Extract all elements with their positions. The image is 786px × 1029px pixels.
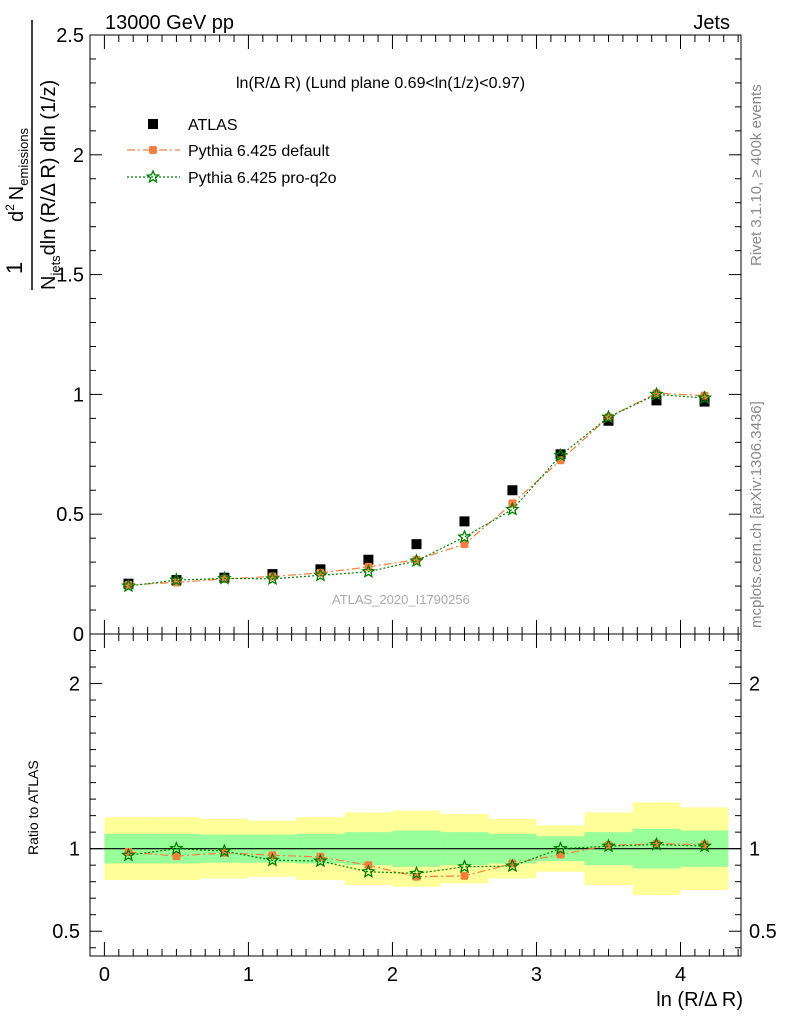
pythia-proq2o-ratio-point	[601, 838, 616, 853]
main-y-tick-label: 2.5	[56, 25, 84, 47]
y-label-d-sup: 2	[3, 204, 17, 211]
pythia-proq2o-ratio-point	[409, 865, 424, 880]
ratio-y-tick-label-right: 2	[749, 674, 760, 696]
main-series-layer	[121, 386, 712, 593]
pythia-proq2o-main-point	[265, 571, 280, 586]
atlas-main-point	[555, 449, 566, 460]
atlas-main-point	[411, 539, 422, 550]
pythia-proq2o-ratio-point	[121, 847, 136, 862]
rivet-label: Rivet 3.1.10, ≥ 400k events	[748, 84, 765, 266]
pythia-proq2o-main-point	[553, 447, 568, 462]
pythia-proq2o-main-point	[601, 409, 616, 424]
pythia-proq2o-legend-label: Pythia 6.425 pro-q2o	[188, 170, 337, 187]
x-axis-label: ln (R/Δ R)	[656, 989, 743, 1011]
category-label: Jets	[693, 12, 730, 34]
pythia-proq2o-legend-marker	[145, 169, 161, 184]
pythia-default-main-point	[556, 456, 565, 465]
main-y-label: 1 d2 Nemissions Njetsdln (R/Δ R) dln (1/z…	[2, 20, 63, 290]
y-label-d: d	[6, 211, 28, 222]
process-label: 13000 GeV pp	[105, 12, 234, 34]
pythia-default-main-point	[700, 391, 709, 400]
ratio-frame	[89, 633, 742, 957]
y-label-den-n: N	[38, 276, 60, 290]
pythia-proq2o-main-point	[121, 578, 136, 593]
pythia-proq2o-main-point	[649, 386, 664, 401]
y-label-n-sub: emissions	[16, 127, 31, 185]
x-tick-label: 1	[243, 964, 254, 986]
y-label-den-sub: jets	[48, 255, 63, 277]
main-y-tick-label: 1.5	[56, 265, 84, 287]
pythia-proq2o-main-point	[457, 529, 472, 544]
pythia-default-main-point	[316, 568, 325, 577]
x-tick-label: 3	[531, 964, 542, 986]
ratio-y-tick-label-left: 2	[69, 674, 80, 696]
ratio-y-tick-label-left: 0.5	[52, 921, 80, 943]
y-label-one: 1	[2, 262, 27, 274]
pythia-proq2o-main-line	[128, 393, 705, 587]
pythia-proq2o-main-point	[313, 567, 328, 582]
legend: ATLAS Pythia 6.425 default Pythia 6.425 pr…	[127, 117, 337, 187]
pythia-proq2o-main-point	[505, 501, 520, 516]
atlas-main-point	[651, 395, 662, 406]
main-axis-ticks: 0 0.5 1 1.5 2 2.5	[56, 25, 741, 646]
pythia-proq2o-main-point	[217, 570, 232, 585]
ratio-uncertainty-bands	[90, 802, 741, 895]
svg-text:Njetsdln (R/Δ R) dln (1/z): Njetsdln (R/Δ R) dln (1/z)	[38, 80, 63, 290]
pythia-default-legend-marker	[149, 146, 157, 154]
pythia-default-main-point	[460, 540, 469, 549]
ratio-y-tick-label-right: 1	[749, 839, 760, 861]
pythia-proq2o-ratio-point	[457, 859, 472, 874]
pythia-proq2o-ratio-point	[169, 841, 184, 855]
pythia-proq2o-ratio-point	[265, 852, 280, 867]
pythia-proq2o-ratio-point	[505, 858, 520, 873]
svg-text:d2Nemissions: d2 Nemissions	[3, 127, 31, 222]
mcplots-label: mcplots.cern.ch [arXiv:1306.3436]	[748, 401, 765, 628]
pythia-default-ratio-point	[172, 852, 181, 861]
atlas-legend-marker	[148, 119, 158, 129]
ratio-axis-ticks: 0.5 0.5 1 1 2 2 0 1 2 3 4	[52, 634, 777, 986]
pythia-proq2o-ratio-point	[649, 836, 664, 851]
pythia-proq2o-ratio-point	[553, 841, 568, 855]
ratio-y-tick-label-right: 0.5	[749, 921, 777, 943]
pythia-default-legend-label: Pythia 6.425 default	[188, 143, 330, 160]
pythia-proq2o-main-point	[361, 564, 376, 578]
atlas-main-point	[459, 516, 470, 527]
pythia-proq2o-ratio-point	[697, 838, 712, 853]
pythia-proq2o-ratio-point	[217, 843, 232, 858]
atlas-legend-label: ATLAS	[188, 117, 238, 134]
plot-title: ln(R/Δ R) (Lund plane 0.69<ln(1/z)<0.97)	[236, 75, 525, 92]
pythia-proq2o-main-point	[409, 553, 424, 568]
main-y-tick-label: 0.5	[56, 504, 84, 526]
x-tick-label: 4	[675, 964, 686, 986]
pythia-proq2o-ratio-point	[361, 864, 376, 878]
y-label-n: N	[6, 186, 28, 200]
atlas-main-point	[699, 396, 710, 407]
atlas-main-point	[507, 485, 518, 496]
main-y-tick-label: 1	[73, 384, 84, 406]
pythia-proq2o-main-point	[169, 572, 184, 587]
analysis-id: ATLAS_2020_I1790256	[332, 592, 470, 607]
x-tick-label: 0	[99, 964, 110, 986]
pythia-default-main-point	[268, 572, 277, 581]
main-y-tick-label: 0	[73, 624, 84, 646]
ratio-y-tick-label-left: 1	[69, 839, 80, 861]
pythia-proq2o-ratio-point	[313, 853, 328, 868]
atlas-main-point	[363, 554, 374, 565]
pythia-proq2o-main-point	[697, 390, 712, 405]
main-y-tick-label: 2	[73, 145, 84, 167]
ratio-series-layer	[121, 836, 712, 881]
pythia-proq2o-ratio-line	[128, 843, 705, 875]
pythia-default-ratio-point	[460, 871, 469, 880]
y-label-den-rest: dln (R/Δ R) dln (1/z)	[38, 80, 60, 256]
pythia-default-ratio-point	[124, 847, 133, 856]
ratio-y-label: Ratio to ATLAS	[25, 760, 41, 855]
x-tick-label: 2	[387, 964, 398, 986]
